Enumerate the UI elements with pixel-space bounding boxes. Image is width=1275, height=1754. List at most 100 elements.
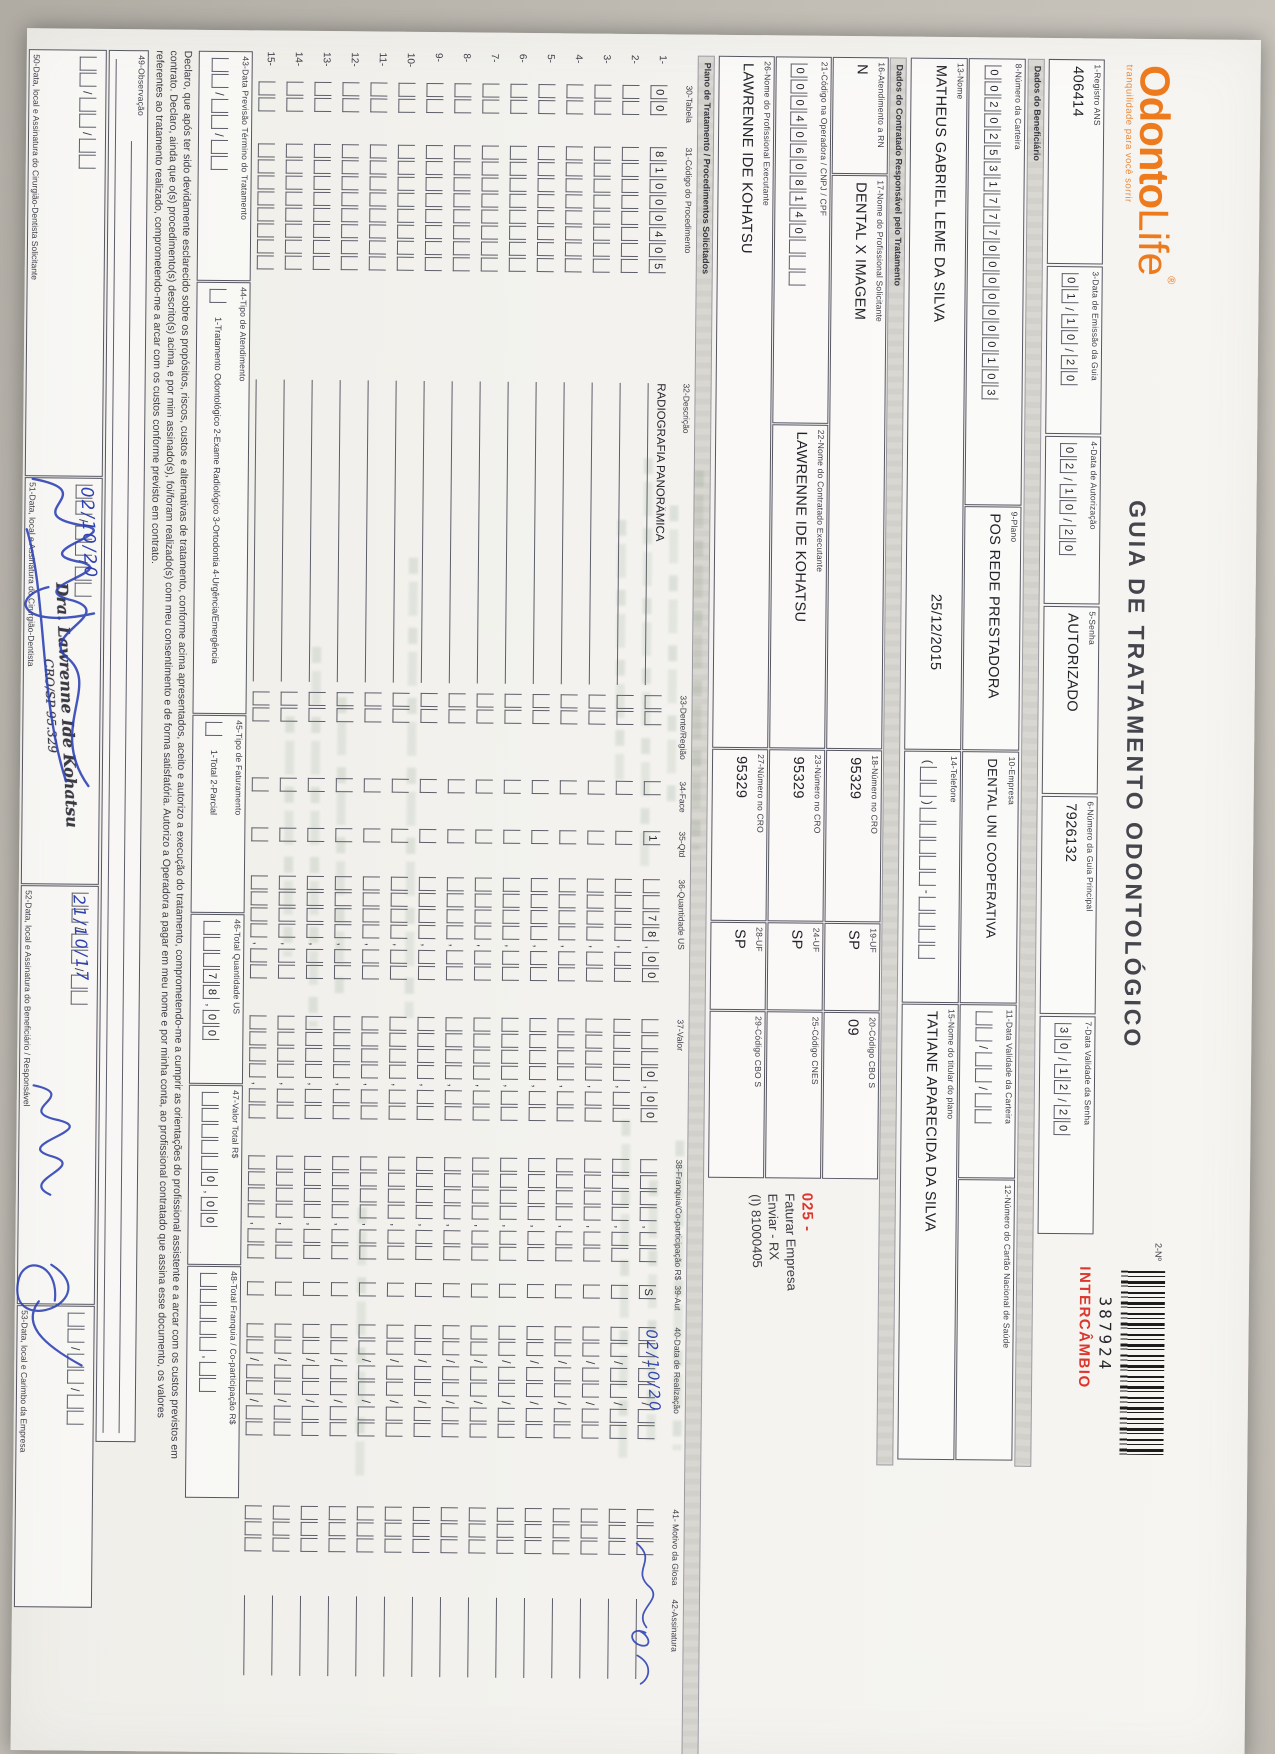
comb-cell	[384, 1538, 402, 1553]
comb-cell	[341, 176, 359, 191]
comb-separator: ,	[528, 1224, 543, 1228]
field-label: 47-Valor Total R$	[230, 1090, 241, 1159]
comb-cell	[537, 178, 555, 193]
comb-cell	[586, 926, 604, 941]
comb-cell	[525, 1423, 543, 1439]
comb-cell	[199, 1336, 217, 1352]
comb-cell	[361, 1048, 379, 1063]
comb-cell	[418, 892, 436, 908]
comb-cell	[615, 780, 633, 795]
table-cell-assinatura	[243, 1595, 264, 1685]
field-cartao-nacional-saude: 12-Número do Cartão Nacional de Saúde	[955, 1179, 1016, 1461]
comb-cell	[471, 1246, 489, 1261]
comb-cell	[275, 1203, 293, 1218]
comb-cell	[247, 1171, 266, 1186]
table-cell-franquia: ,	[527, 1157, 546, 1284]
comb-cell	[397, 224, 415, 239]
comb-cell	[274, 1323, 292, 1338]
table-cell-tabela	[286, 81, 305, 144]
comb-cell: 0	[1053, 1121, 1071, 1136]
comb-separator: ,	[305, 1082, 320, 1086]
comb-cell	[510, 99, 528, 114]
comb-cell: 0	[1054, 1039, 1072, 1054]
comb-separator: ,	[388, 1222, 403, 1227]
comb-separator: /	[583, 1360, 598, 1365]
comb-cell	[330, 1340, 348, 1355]
comb-cell	[527, 1205, 545, 1221]
table-cell-valor: ,	[360, 1016, 379, 1156]
comb-cell	[385, 1381, 404, 1396]
comb-cell	[497, 1382, 516, 1397]
comb-cell	[203, 936, 221, 952]
comb-cell	[440, 1523, 458, 1538]
field-validade-carteira: 11-Data Validade da Carteira //	[958, 1004, 1017, 1179]
table-cell-assinatura	[495, 1597, 516, 1688]
table-cell-motivo	[356, 1506, 375, 1596]
comb-cell	[333, 1016, 351, 1031]
comb-cell	[440, 1507, 458, 1522]
field-value: MATHEUS GABRIEL LEME DA SILVA	[930, 64, 949, 323]
row-number: 13-	[320, 51, 332, 67]
comb-cell	[442, 1366, 460, 1381]
table-cell-dente	[560, 694, 579, 780]
comb-cell	[413, 1406, 431, 1422]
comb-cell	[527, 1246, 545, 1262]
table-cell-data: //	[581, 1326, 601, 1509]
comb-separator: (	[921, 759, 936, 764]
comb-cell	[249, 964, 268, 979]
table-cell-aut	[414, 1282, 433, 1325]
table-cell-valor: ,	[528, 1017, 547, 1158]
comb-cell	[304, 1104, 322, 1120]
comb-cell	[331, 1245, 349, 1260]
comb-cell	[285, 175, 303, 190]
table-cell-tabela	[566, 84, 585, 146]
comb-cell	[244, 1537, 262, 1552]
comb-cell	[496, 1523, 514, 1538]
comb-cell	[556, 1107, 574, 1122]
comb-cell	[418, 924, 436, 940]
comb-cell	[276, 1063, 295, 1078]
comb-field: //	[210, 57, 230, 172]
comb-separator: /	[442, 1400, 457, 1404]
field-value: TATIANE APARECIDA DA SILVA	[921, 1010, 940, 1232]
comb-separator: /	[331, 1358, 346, 1362]
comb-cell	[918, 871, 936, 886]
row-number: 5-	[544, 54, 556, 64]
comb-cell	[474, 893, 492, 908]
field-label: 7-Data Validade da Senha	[1082, 1021, 1094, 1126]
comb-cell	[524, 1507, 542, 1523]
comb-cell	[537, 162, 555, 177]
table-cell-codigo: 81000405	[648, 147, 668, 383]
table-cell-dente	[420, 692, 439, 779]
comb-cell	[504, 693, 522, 708]
field-label: 18-Número no CRO	[869, 755, 881, 835]
table-cell-face	[251, 777, 269, 827]
procedure-description	[336, 380, 359, 683]
field-value: SP	[845, 930, 862, 951]
comb-separator: ,	[248, 1221, 263, 1226]
comb-cell	[329, 1422, 347, 1437]
comb-cell	[975, 1052, 993, 1067]
table-cell-tabela	[622, 84, 641, 147]
comb-cell	[593, 194, 611, 209]
table-cell-qtd	[251, 827, 269, 875]
comb-cell	[502, 950, 520, 965]
comb-cell	[499, 1246, 517, 1261]
comb-cell: 0	[790, 95, 808, 110]
comb-separator: ,	[249, 1081, 264, 1086]
comb-cell	[592, 242, 611, 257]
comb-cell	[475, 779, 493, 794]
comb-separator: ,	[587, 944, 602, 949]
comb-cell	[482, 99, 500, 114]
comb-cell	[526, 1325, 544, 1341]
comb-cell	[257, 143, 275, 158]
table-cell-franquia: ,	[275, 1155, 294, 1282]
table-cell-valor: ,	[248, 1015, 267, 1155]
comb-separator: /	[443, 1359, 458, 1363]
comb-cell	[201, 1107, 219, 1123]
comb-cell: 0	[648, 243, 667, 258]
comb-separator: ,	[557, 1084, 572, 1089]
comb-cell	[341, 144, 359, 159]
comb-cell: 0	[640, 1108, 658, 1123]
